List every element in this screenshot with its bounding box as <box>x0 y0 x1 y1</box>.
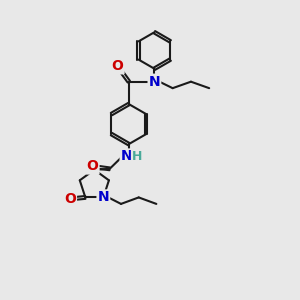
Text: O: O <box>87 160 98 173</box>
Text: H: H <box>132 150 142 163</box>
Text: O: O <box>112 59 124 74</box>
Text: N: N <box>148 75 160 89</box>
Text: N: N <box>121 149 132 164</box>
Text: N: N <box>98 190 109 204</box>
Text: O: O <box>64 192 76 206</box>
